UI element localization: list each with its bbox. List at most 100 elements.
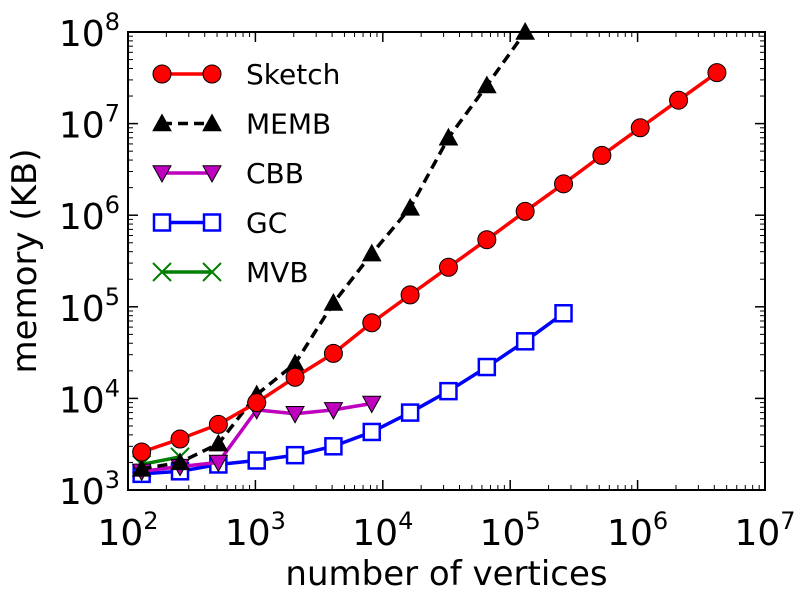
data-point-gc <box>554 304 573 323</box>
legend-marker-memb <box>152 113 172 132</box>
data-point-sketch <box>630 118 650 138</box>
legend-entry-gc: GC <box>152 207 287 240</box>
x-tick-label: 104 <box>352 507 413 554</box>
x-tick-exponent: 2 <box>143 507 158 535</box>
legend-marker-mvb <box>202 262 222 282</box>
legend-entry-cbb: CBB <box>152 157 304 190</box>
y-tick-label: 104 <box>59 374 120 421</box>
data-point-memb <box>438 127 459 146</box>
x-tick-exponent: 6 <box>653 507 668 535</box>
x-tick-label: 107 <box>734 507 795 554</box>
legend-label-gc: GC <box>246 207 287 240</box>
y-tick-exponent: 7 <box>105 100 120 128</box>
data-point-sketch <box>515 201 535 221</box>
data-point-cbb <box>208 454 229 473</box>
series-layer <box>131 21 727 484</box>
data-point-sketch <box>170 429 190 449</box>
legend: Sketch MEMB CBB GC MVB <box>152 58 340 289</box>
data-point-sketch <box>438 257 458 277</box>
x-tick-base: 10 <box>352 513 398 554</box>
data-point-memb <box>208 433 229 452</box>
x-tick-base: 10 <box>97 513 143 554</box>
y-tick-base: 10 <box>59 472 105 513</box>
data-point-memb <box>323 292 344 311</box>
legend-marker-memb <box>202 113 222 132</box>
x-axis-label: number of vertices <box>285 554 607 594</box>
y-tick-exponent: 8 <box>105 8 120 36</box>
legend-marker-mvb <box>152 262 172 282</box>
plot-frame <box>127 31 766 491</box>
series-sketch <box>132 63 727 462</box>
legend-label-memb: MEMB <box>246 108 331 141</box>
data-point-sketch <box>400 285 420 305</box>
data-point-sketch <box>362 313 382 333</box>
x-tick-label: 106 <box>607 507 668 554</box>
y-tick-exponent: 5 <box>105 283 120 311</box>
y-tick-label: 108 <box>59 8 120 55</box>
legend-label-cbb: CBB <box>246 157 304 190</box>
data-point-cbb <box>285 406 305 424</box>
y-tick-label: 106 <box>59 191 120 238</box>
y-tick-base: 10 <box>59 380 105 421</box>
y-tick-base: 10 <box>59 289 105 330</box>
series-line-mvb <box>141 455 181 467</box>
data-point-gc <box>324 437 343 456</box>
y-tick-label: 103 <box>59 466 120 513</box>
x-tick-base: 10 <box>734 513 780 554</box>
y-tick-base: 10 <box>59 106 105 147</box>
data-point-sketch <box>669 90 689 110</box>
x-tick-base: 10 <box>225 513 271 554</box>
y-tick-label: 107 <box>59 100 120 147</box>
data-point-sketch <box>477 230 497 250</box>
legend-label-sketch: Sketch <box>246 58 340 91</box>
legend-marker-sketch <box>202 64 222 84</box>
data-point-gc <box>477 357 497 377</box>
data-point-gc <box>285 445 305 465</box>
x-tick-exponent: 7 <box>780 507 795 535</box>
data-point-sketch <box>132 442 152 462</box>
data-point-sketch <box>707 63 727 83</box>
data-point-sketch <box>208 414 228 434</box>
legend-marker-cbb <box>152 165 172 184</box>
x-tick-exponent: 3 <box>271 507 286 535</box>
data-point-gc <box>247 451 266 470</box>
series-memb <box>131 21 536 477</box>
y-tick-exponent: 3 <box>105 466 120 494</box>
data-point-gc <box>400 403 420 422</box>
data-point-gc <box>439 381 458 401</box>
x-tick-base: 10 <box>480 513 526 554</box>
x-tick-label: 103 <box>225 507 286 554</box>
data-point-sketch <box>247 393 267 413</box>
y-tick-label: 105 <box>59 283 120 330</box>
y-axis-label: memory (KB) <box>5 148 45 373</box>
legend-entry-memb: MEMB <box>152 108 331 141</box>
y-tick-exponent: 4 <box>105 374 120 402</box>
data-point-sketch <box>592 145 612 165</box>
data-point-cbb <box>361 395 382 414</box>
data-point-gc <box>362 422 382 442</box>
x-tick-label: 105 <box>480 507 541 554</box>
x-tick-exponent: 4 <box>398 507 413 535</box>
x-tick-label: 102 <box>97 507 158 554</box>
data-point-memb <box>361 243 382 262</box>
legend-marker-sketch <box>152 64 172 84</box>
data-point-sketch <box>285 367 305 387</box>
legend-marker-gc <box>202 213 222 232</box>
x-tick-base: 10 <box>607 513 653 554</box>
data-point-sketch <box>323 343 343 363</box>
y-tick-base: 10 <box>59 14 105 55</box>
y-tick-base: 10 <box>59 197 105 238</box>
legend-marker-gc <box>152 213 172 232</box>
legend-entry-sketch: Sketch <box>152 58 340 91</box>
data-point-sketch <box>554 174 574 194</box>
legend-marker-cbb <box>202 165 222 184</box>
data-point-memb <box>170 452 190 471</box>
x-tick-exponent: 5 <box>525 507 540 535</box>
y-tick-exponent: 6 <box>105 191 120 219</box>
data-point-memb <box>131 458 152 477</box>
data-point-cbb <box>323 402 344 420</box>
data-point-memb <box>476 75 497 94</box>
